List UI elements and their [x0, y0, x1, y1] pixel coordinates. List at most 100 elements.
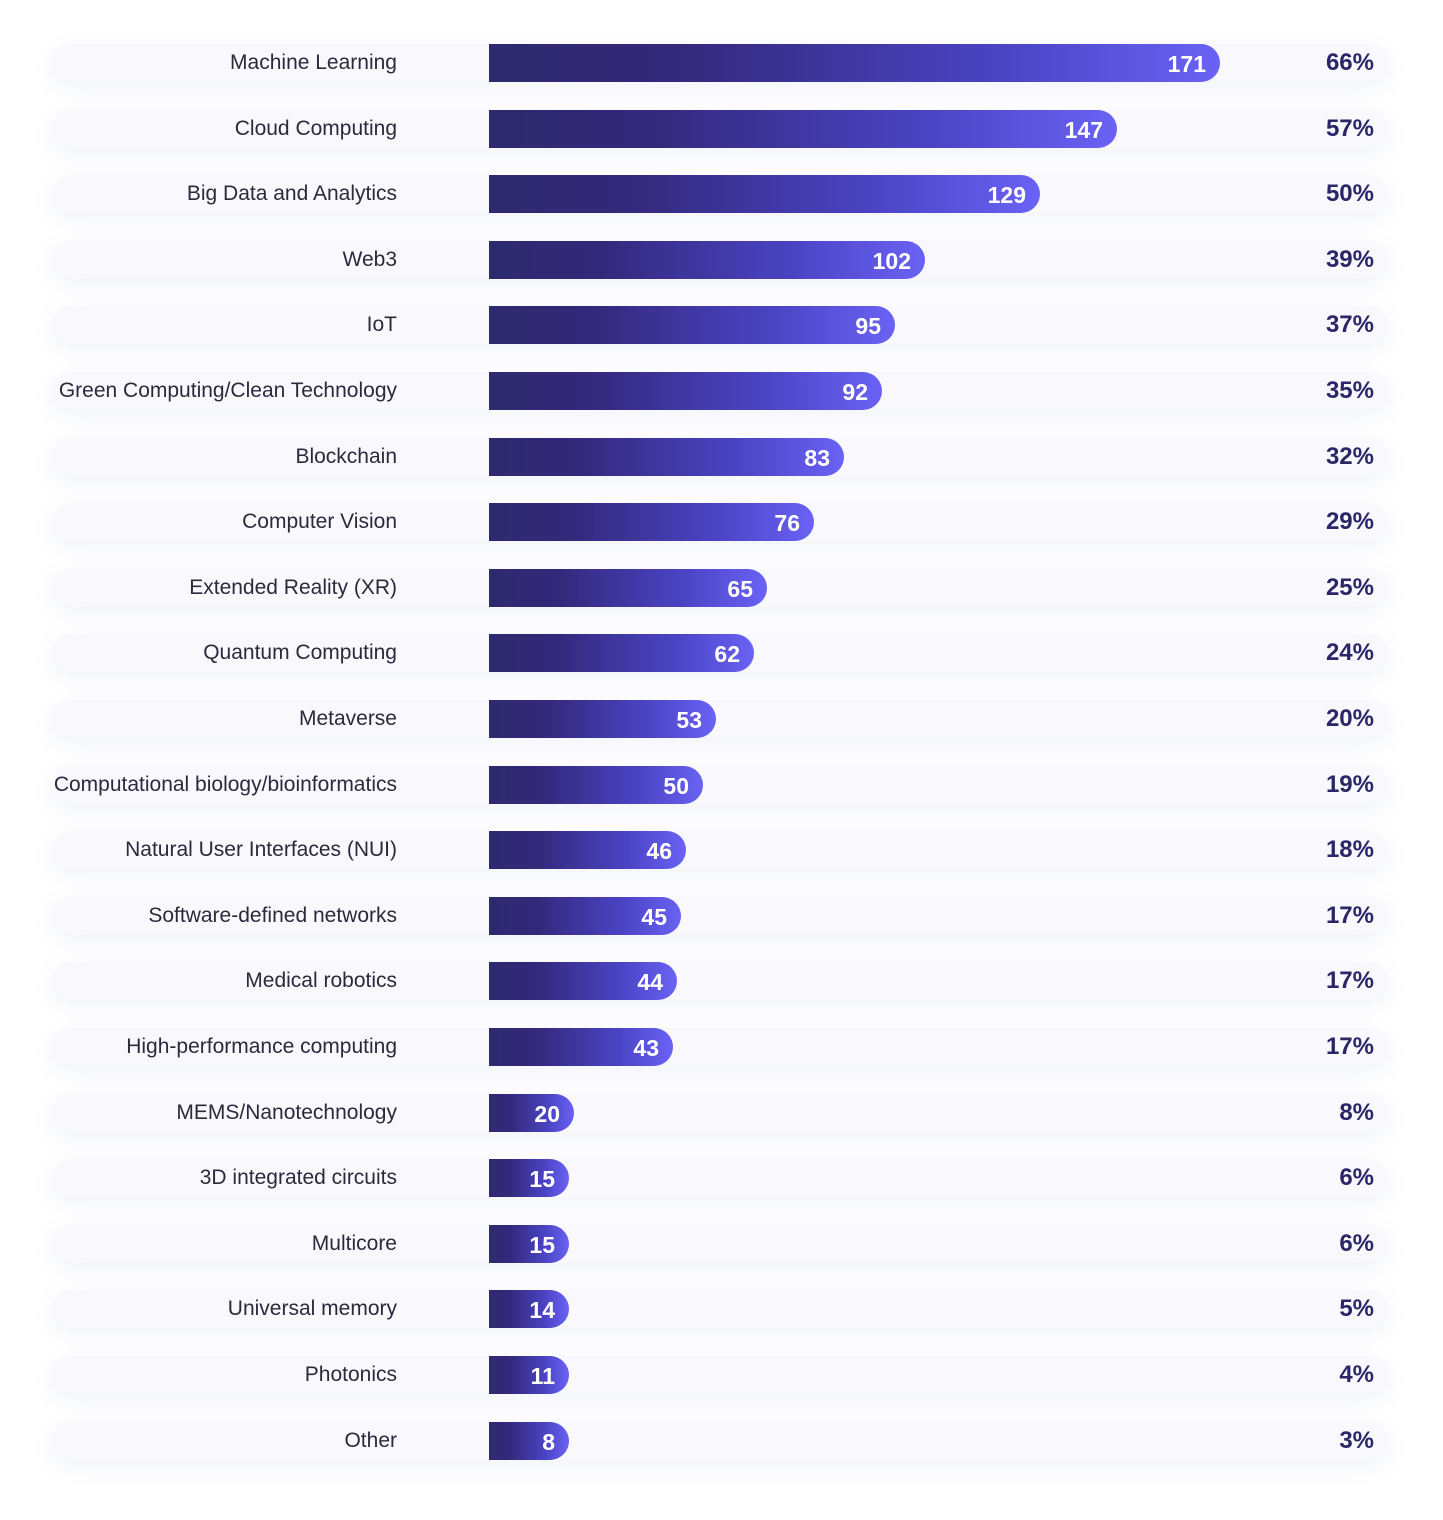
- chart-row: Other 8 3%: [52, 1422, 1388, 1460]
- bar-value-label: 65: [727, 576, 753, 602]
- percent-label: 20%: [1325, 705, 1374, 732]
- bar-value-label: 15: [529, 1166, 555, 1192]
- category-label: Cloud Computing: [234, 117, 397, 140]
- category-label: Natural User Interfaces (NUI): [125, 838, 397, 861]
- category-label: High-performance computing: [126, 1035, 397, 1058]
- category-label: Quantum Computing: [203, 641, 397, 664]
- chart-row: 3D integrated circuits 15 6%: [52, 1159, 1388, 1197]
- bar-value-label: 46: [646, 838, 672, 864]
- percent-label: 17%: [1325, 1033, 1374, 1060]
- percent-label: 19%: [1325, 771, 1374, 798]
- bar-value-label: 171: [1167, 51, 1206, 77]
- chart-row: Computational biology/bioinformatics 50 19…: [52, 766, 1388, 804]
- bar: 65: [489, 569, 767, 607]
- chart-row: Machine Learning 171 66%: [52, 44, 1388, 82]
- percent-label: 6%: [1339, 1230, 1374, 1257]
- percent-label: 25%: [1325, 574, 1374, 601]
- bar: 15: [489, 1225, 569, 1263]
- chart-row: Blockchain 83 32%: [52, 438, 1388, 476]
- bar-value-label: 45: [641, 904, 667, 930]
- bar: 147: [489, 110, 1117, 148]
- bar-value-label: 8: [542, 1429, 555, 1455]
- percent-label: 32%: [1325, 443, 1374, 470]
- bar: 8: [489, 1422, 569, 1460]
- percent-label: 17%: [1325, 902, 1374, 929]
- bar: 83: [489, 438, 844, 476]
- chart-row: Multicore 15 6%: [52, 1225, 1388, 1263]
- category-label: Computer Vision: [242, 510, 397, 533]
- percent-label: 37%: [1325, 311, 1374, 338]
- percent-label: 6%: [1339, 1164, 1374, 1191]
- chart-row: Green Computing/Clean Technology 92 35%: [52, 372, 1388, 410]
- category-label: 3D integrated circuits: [199, 1166, 397, 1189]
- category-label: MEMS/Nanotechnology: [176, 1101, 397, 1124]
- bar-value-label: 15: [529, 1232, 555, 1258]
- percent-label: 66%: [1325, 49, 1374, 76]
- category-label: Software-defined networks: [148, 904, 397, 927]
- bar: 53: [489, 700, 716, 738]
- chart-row: MEMS/Nanotechnology 20 8%: [52, 1094, 1388, 1132]
- bar-value-label: 14: [529, 1297, 555, 1323]
- bar: 50: [489, 766, 703, 804]
- percent-label: 4%: [1339, 1361, 1374, 1388]
- category-label: IoT: [366, 313, 397, 336]
- chart-row: Medical robotics 44 17%: [52, 962, 1388, 1000]
- bar: 43: [489, 1028, 673, 1066]
- category-label: Multicore: [311, 1232, 397, 1255]
- bar-value-label: 76: [774, 510, 800, 536]
- bar: 171: [489, 44, 1220, 82]
- bar: 20: [489, 1094, 574, 1132]
- category-label: Extended Reality (XR): [189, 576, 397, 599]
- percent-label: 57%: [1325, 115, 1374, 142]
- bar: 44: [489, 962, 677, 1000]
- chart-row: Quantum Computing 62 24%: [52, 634, 1388, 672]
- bar-value-label: 50: [663, 773, 689, 799]
- bar-value-label: 95: [855, 313, 881, 339]
- category-label: Green Computing/Clean Technology: [58, 379, 397, 402]
- bar: 45: [489, 897, 681, 935]
- percent-label: 35%: [1325, 377, 1374, 404]
- category-label: Metaverse: [298, 707, 397, 730]
- percent-label: 5%: [1339, 1295, 1374, 1322]
- percent-label: 3%: [1339, 1427, 1374, 1454]
- category-label: Machine Learning: [230, 51, 397, 74]
- chart-row: IoT 95 37%: [52, 306, 1388, 344]
- chart-row: Natural User Interfaces (NUI) 46 18%: [52, 831, 1388, 869]
- percent-label: 18%: [1325, 836, 1374, 863]
- category-label: Universal memory: [227, 1297, 397, 1320]
- chart-row: Computer Vision 76 29%: [52, 503, 1388, 541]
- category-label: Computational biology/bioinformatics: [53, 773, 397, 796]
- bar: 76: [489, 503, 814, 541]
- percent-label: 24%: [1325, 639, 1374, 666]
- category-label: Medical robotics: [245, 969, 397, 992]
- bar-value-label: 44: [637, 969, 663, 995]
- bar: 95: [489, 306, 895, 344]
- bar-value-label: 11: [530, 1363, 555, 1389]
- chart-row: Cloud Computing 147 57%: [52, 110, 1388, 148]
- bar: 62: [489, 634, 754, 672]
- bar-value-label: 129: [987, 182, 1026, 208]
- bar: 129: [489, 175, 1040, 213]
- chart-row: Big Data and Analytics 129 50%: [52, 175, 1388, 213]
- bar-value-label: 102: [872, 248, 911, 274]
- chart-row: Software-defined networks 45 17%: [52, 897, 1388, 935]
- bar-value-label: 147: [1064, 117, 1103, 143]
- percent-label: 50%: [1325, 180, 1374, 207]
- category-label: Other: [344, 1429, 397, 1452]
- bar-value-label: 43: [633, 1035, 659, 1061]
- chart-row: Metaverse 53 20%: [52, 700, 1388, 738]
- chart-row: High-performance computing 43 17%: [52, 1028, 1388, 1066]
- category-label: Blockchain: [295, 445, 397, 468]
- percent-label: 29%: [1325, 508, 1374, 535]
- bar-value-label: 83: [804, 445, 830, 471]
- chart-row: Universal memory 14 5%: [52, 1290, 1388, 1328]
- chart-row: Photonics 11 4%: [52, 1356, 1388, 1394]
- percent-label: 17%: [1325, 967, 1374, 994]
- bar: 92: [489, 372, 882, 410]
- percent-label: 39%: [1325, 246, 1374, 273]
- percent-label: 8%: [1339, 1099, 1374, 1126]
- bar-value-label: 62: [714, 641, 740, 667]
- category-label: Photonics: [304, 1363, 397, 1386]
- chart-row: Extended Reality (XR) 65 25%: [52, 569, 1388, 607]
